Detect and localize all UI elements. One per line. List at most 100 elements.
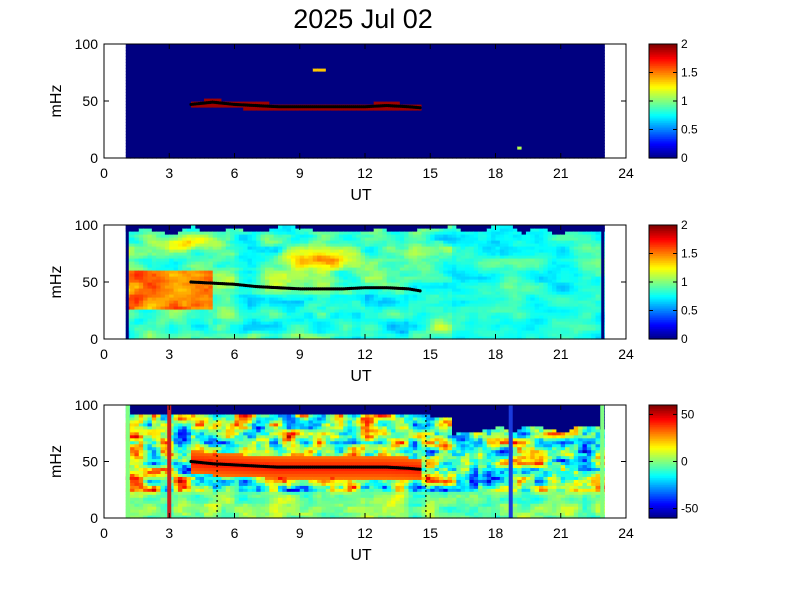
heatmap-cell	[299, 50, 305, 54]
heatmap-cell	[291, 80, 296, 84]
heatmap-cell	[530, 122, 536, 126]
heatmap-cell	[469, 155, 475, 159]
heatmap-cell	[217, 62, 223, 66]
heatmap-cell	[182, 59, 188, 63]
heatmap-cell	[164, 149, 170, 153]
heatmap-cell	[512, 83, 518, 87]
heatmap-cell	[534, 92, 540, 96]
heatmap-cell	[160, 62, 166, 66]
heatmap-cell	[482, 89, 488, 93]
heatmap-cell	[321, 128, 327, 132]
heatmap-cell	[512, 59, 518, 63]
heatmap-cell	[547, 47, 553, 51]
heatmap-cell	[386, 134, 392, 138]
heatmap-cell	[143, 62, 149, 66]
heatmap-cell	[260, 119, 266, 123]
heatmap-cell	[130, 83, 136, 87]
heatmap-cell	[243, 149, 249, 153]
heatmap-cell	[543, 86, 549, 90]
heatmap-cell	[443, 62, 449, 66]
heatmap-cell	[130, 50, 136, 54]
heatmap-cell	[351, 71, 357, 75]
heatmap-cell	[395, 65, 401, 69]
heatmap-cell	[508, 110, 514, 114]
heatmap-cell	[343, 143, 349, 147]
heatmap-cell	[173, 125, 179, 129]
heatmap-cell	[417, 62, 423, 66]
heatmap-cell	[299, 131, 305, 135]
heatmap-cell	[404, 128, 410, 132]
heatmap-cell	[382, 56, 388, 60]
heatmap-cell	[447, 107, 453, 111]
heatmap-cell	[264, 86, 270, 90]
heatmap-cell	[308, 113, 314, 117]
heatmap-cell	[208, 113, 214, 117]
heatmap-cell	[382, 47, 388, 51]
heatmap-cell	[365, 62, 370, 66]
heatmap-cell	[334, 83, 340, 87]
heatmap-cell	[430, 65, 436, 69]
heatmap-cell	[212, 122, 218, 126]
heatmap-cell	[399, 68, 405, 72]
heatmap-cell	[465, 53, 470, 57]
heatmap-cell	[130, 149, 136, 153]
heatmap-cell	[534, 134, 540, 138]
heatmap-cell	[452, 68, 457, 72]
heatmap-cell	[356, 146, 362, 150]
heatmap-cell	[399, 152, 405, 156]
heatmap-cell	[164, 95, 170, 99]
heatmap-cell	[173, 95, 179, 99]
heatmap-cell	[238, 98, 244, 102]
heatmap-cell	[530, 146, 536, 150]
heatmap-cell	[291, 86, 296, 90]
heatmap-cell	[225, 86, 231, 90]
heatmap-cell	[360, 116, 366, 120]
heatmap-cell	[225, 65, 231, 69]
heatmap-cell	[269, 113, 275, 117]
heatmap-cell	[452, 50, 457, 54]
heatmap-cell	[273, 62, 279, 66]
heatmap-cell	[404, 47, 410, 51]
heatmap-cell	[230, 86, 236, 90]
heatmap-cell	[460, 107, 466, 111]
heatmap-cell	[504, 119, 510, 123]
heatmap-cell	[330, 44, 336, 48]
colorbar-tick-label: 0.5	[681, 123, 698, 137]
heatmap-cell	[404, 134, 410, 138]
heatmap-cell	[460, 68, 466, 72]
heatmap-cell	[382, 128, 388, 132]
heatmap-cell	[234, 146, 240, 150]
heatmap-cell	[138, 44, 144, 48]
heatmap-cell	[221, 125, 227, 129]
heatmap-cell	[478, 89, 484, 93]
heatmap-cell	[456, 125, 462, 129]
heatmap-cell	[504, 128, 510, 132]
heatmap-cell	[425, 107, 431, 111]
heatmap-cell	[208, 92, 214, 96]
heatmap-cell	[134, 146, 140, 150]
heatmap-cell	[547, 122, 553, 126]
heatmap-cell	[438, 50, 444, 54]
heatmap-cell	[182, 140, 188, 144]
heatmap-cell	[247, 101, 253, 105]
heatmap-cell	[495, 95, 501, 99]
heatmap-cell	[465, 107, 470, 111]
heatmap-cell	[486, 53, 492, 57]
heatmap-cell	[460, 131, 466, 135]
heatmap-cell	[243, 137, 249, 141]
heatmap-cell	[143, 146, 149, 150]
heatmap-cell	[308, 146, 314, 150]
heatmap-cell	[438, 125, 444, 129]
heatmap-cell	[251, 68, 257, 72]
heatmap-cell	[164, 128, 170, 132]
heatmap-cell	[134, 47, 140, 51]
heatmap-cell	[243, 122, 249, 126]
heatmap-cell	[147, 128, 153, 132]
heatmap-cell	[378, 68, 383, 72]
heatmap-cell	[247, 53, 253, 57]
heatmap-cell	[173, 80, 179, 84]
heatmap-cell	[360, 113, 366, 117]
heatmap-cell	[221, 140, 227, 144]
heatmap-cell	[482, 86, 488, 90]
heatmap-cell	[321, 80, 327, 84]
